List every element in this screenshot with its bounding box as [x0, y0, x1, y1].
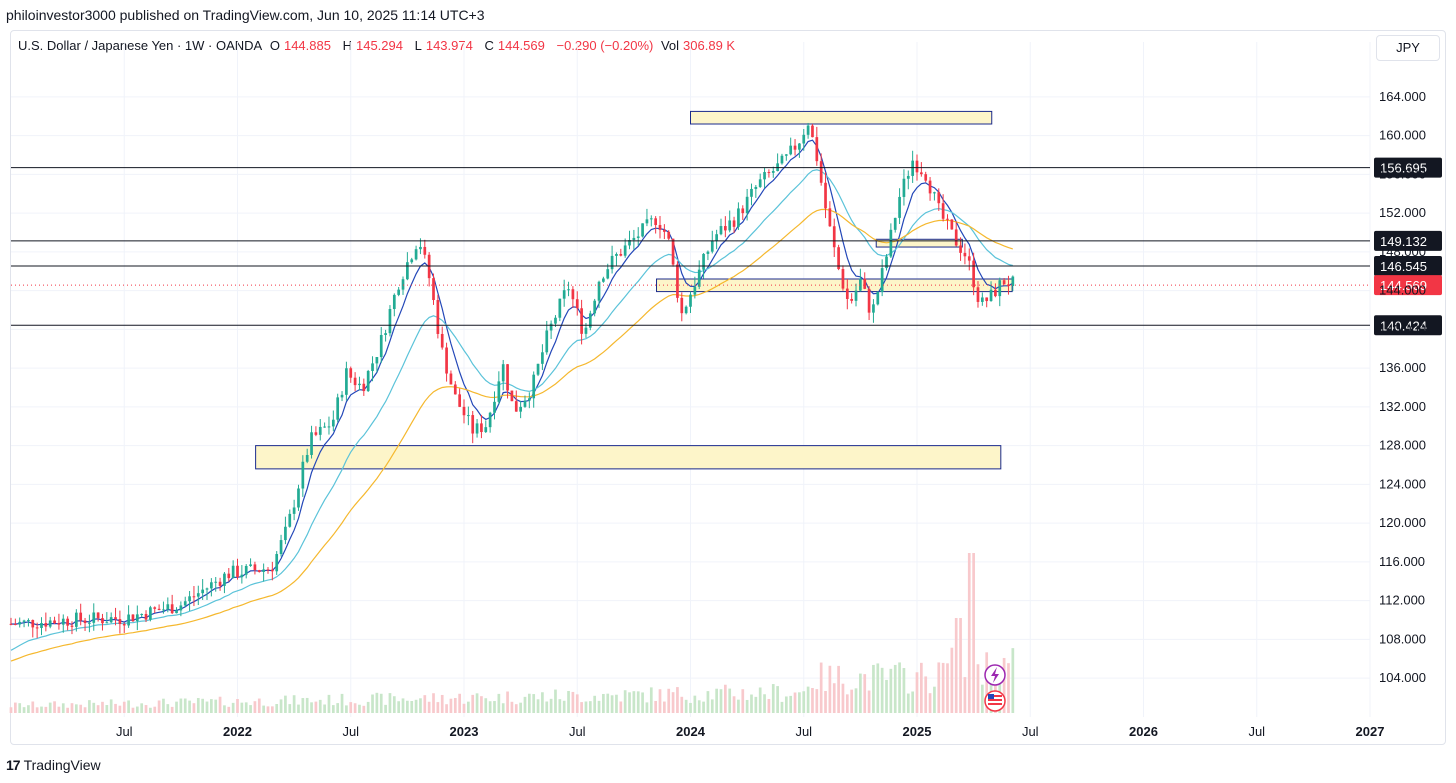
volume-value: Vol 306.89 K — [660, 38, 736, 53]
change-value: −0.290 (−0.20%) — [556, 38, 654, 53]
publisher-credit: philoinvestor3000 published on TradingVi… — [6, 7, 485, 23]
brand-text: TradingView — [23, 757, 101, 773]
tradingview-branding[interactable]: 17 TradingView — [6, 757, 101, 773]
high-value: H 145.294 — [342, 38, 403, 53]
close-value: C 144.569 — [484, 38, 545, 53]
open-value: O 144.885 — [269, 38, 331, 53]
tradingview-logo-icon: 17 — [6, 757, 21, 773]
symbol-legend: U.S. Dollar / Japanese Yen · 1W · OANDA … — [18, 38, 743, 53]
symbol-name[interactable]: U.S. Dollar / Japanese Yen · 1W · OANDA — [18, 38, 263, 53]
low-value: L 143.974 — [414, 38, 473, 53]
currency-button[interactable]: JPY — [1376, 35, 1440, 61]
chart-frame[interactable] — [10, 30, 1446, 745]
